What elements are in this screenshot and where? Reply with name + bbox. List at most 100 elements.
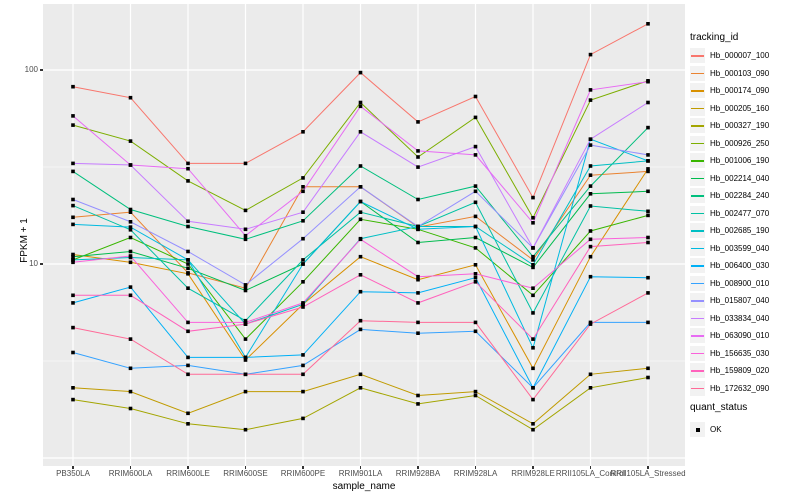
line-swatch-icon	[691, 125, 704, 127]
x-tick-mark	[129, 466, 132, 469]
data-point	[588, 88, 593, 92]
legend-key-Hb_172632_090	[690, 380, 705, 396]
line-swatch-icon	[691, 107, 704, 109]
data-point	[588, 237, 593, 242]
data-point	[473, 200, 478, 205]
data-point	[243, 227, 248, 232]
data-point	[358, 130, 363, 134]
data-point	[531, 221, 535, 225]
data-point	[473, 115, 478, 120]
data-point	[588, 98, 593, 102]
data-point	[588, 204, 593, 208]
data-point	[128, 228, 133, 232]
data-point	[301, 210, 305, 214]
data-point	[588, 244, 593, 249]
legend-label: Hb_000103_090	[710, 68, 770, 78]
plot-area-svg	[43, 4, 685, 466]
legend-label: Hb_159809_020	[710, 366, 770, 376]
data-point	[186, 286, 190, 290]
x-tick-mark	[244, 466, 247, 469]
x-tick-label-RRIM928LA: RRIM928LA	[453, 469, 498, 478]
data-point	[531, 293, 535, 298]
data-point	[531, 216, 535, 220]
data-point	[416, 301, 420, 305]
data-point	[588, 143, 593, 147]
line-swatch-icon	[691, 352, 704, 354]
data-point	[416, 197, 420, 202]
data-point	[186, 262, 190, 266]
data-point	[243, 237, 248, 242]
data-point	[71, 293, 75, 298]
legend-item-Hb_159809_020: Hb_159809_020	[690, 362, 769, 380]
line-swatch-icon	[691, 160, 704, 162]
data-point	[128, 366, 133, 371]
data-point	[358, 386, 363, 390]
data-point	[473, 329, 478, 334]
data-point	[416, 277, 420, 282]
x-tick-label-RRIM600SE: RRIM600SE	[223, 469, 268, 478]
legend-item-Hb_000007_100: Hb_000007_100	[690, 47, 769, 65]
data-point	[646, 366, 650, 371]
data-point	[301, 372, 305, 377]
line-swatch-icon	[691, 247, 704, 249]
data-point	[128, 249, 133, 254]
data-point	[531, 258, 535, 262]
legend-label: Hb_033834_040	[710, 313, 770, 323]
data-point	[71, 254, 75, 259]
x-tick-mark	[474, 466, 477, 469]
x-tick-label-RRIM928LE: RRIM928LE	[511, 469, 555, 478]
legend-key-Hb_156635_030	[690, 345, 705, 361]
data-point	[588, 164, 593, 168]
legend-item-Hb_002284_240: Hb_002284_240	[690, 187, 769, 205]
data-point	[646, 375, 650, 380]
data-point	[186, 224, 190, 229]
x-tick-label-RRIM901LA: RRIM901LA	[338, 469, 383, 478]
data-point	[588, 52, 593, 57]
line-swatch-icon	[691, 72, 704, 74]
data-point	[186, 266, 190, 271]
data-point	[646, 100, 650, 105]
data-point	[646, 79, 650, 84]
line-swatch-icon	[691, 195, 704, 197]
legend: tracking_id Hb_000007_100 Hb_000103_090 Hb…	[686, 0, 800, 500]
data-point	[416, 227, 420, 232]
data-point	[358, 372, 363, 377]
legend-label: Hb_002284_240	[710, 191, 770, 201]
data-point	[473, 144, 478, 149]
data-point	[128, 207, 133, 212]
data-point	[588, 192, 593, 196]
data-point	[243, 208, 248, 213]
data-point	[301, 280, 305, 284]
data-point	[358, 185, 363, 189]
data-point	[588, 137, 593, 141]
legend-label: Hb_015807_040	[710, 296, 770, 306]
data-point	[531, 366, 535, 371]
line-swatch-icon	[691, 142, 704, 144]
data-point	[531, 263, 535, 267]
data-point	[243, 427, 248, 432]
data-point	[186, 161, 190, 166]
legend-label: Hb_172632_090	[710, 383, 770, 393]
data-point	[531, 246, 535, 250]
line-swatch-icon	[691, 265, 704, 267]
legend-label: Hb_002685_190	[710, 226, 770, 236]
data-point	[71, 114, 75, 118]
data-point	[473, 389, 478, 394]
data-point	[473, 275, 478, 280]
legend-item-Hb_015807_040: Hb_015807_040	[690, 292, 769, 310]
data-point	[588, 274, 593, 279]
data-point	[416, 240, 420, 245]
data-point	[186, 411, 190, 416]
legend-item-Hb_000205_160: Hb_000205_160	[690, 100, 769, 118]
x-tick-mark	[359, 466, 362, 469]
data-point	[71, 161, 75, 166]
data-point	[186, 166, 190, 171]
legend-label: Hb_000205_160	[710, 103, 770, 113]
legend-key-Hb_006400_030	[690, 258, 705, 274]
data-point	[71, 252, 75, 257]
data-point	[358, 100, 363, 105]
data-point	[416, 393, 420, 398]
data-point	[301, 258, 305, 262]
data-point	[416, 274, 420, 279]
data-point	[358, 199, 363, 204]
